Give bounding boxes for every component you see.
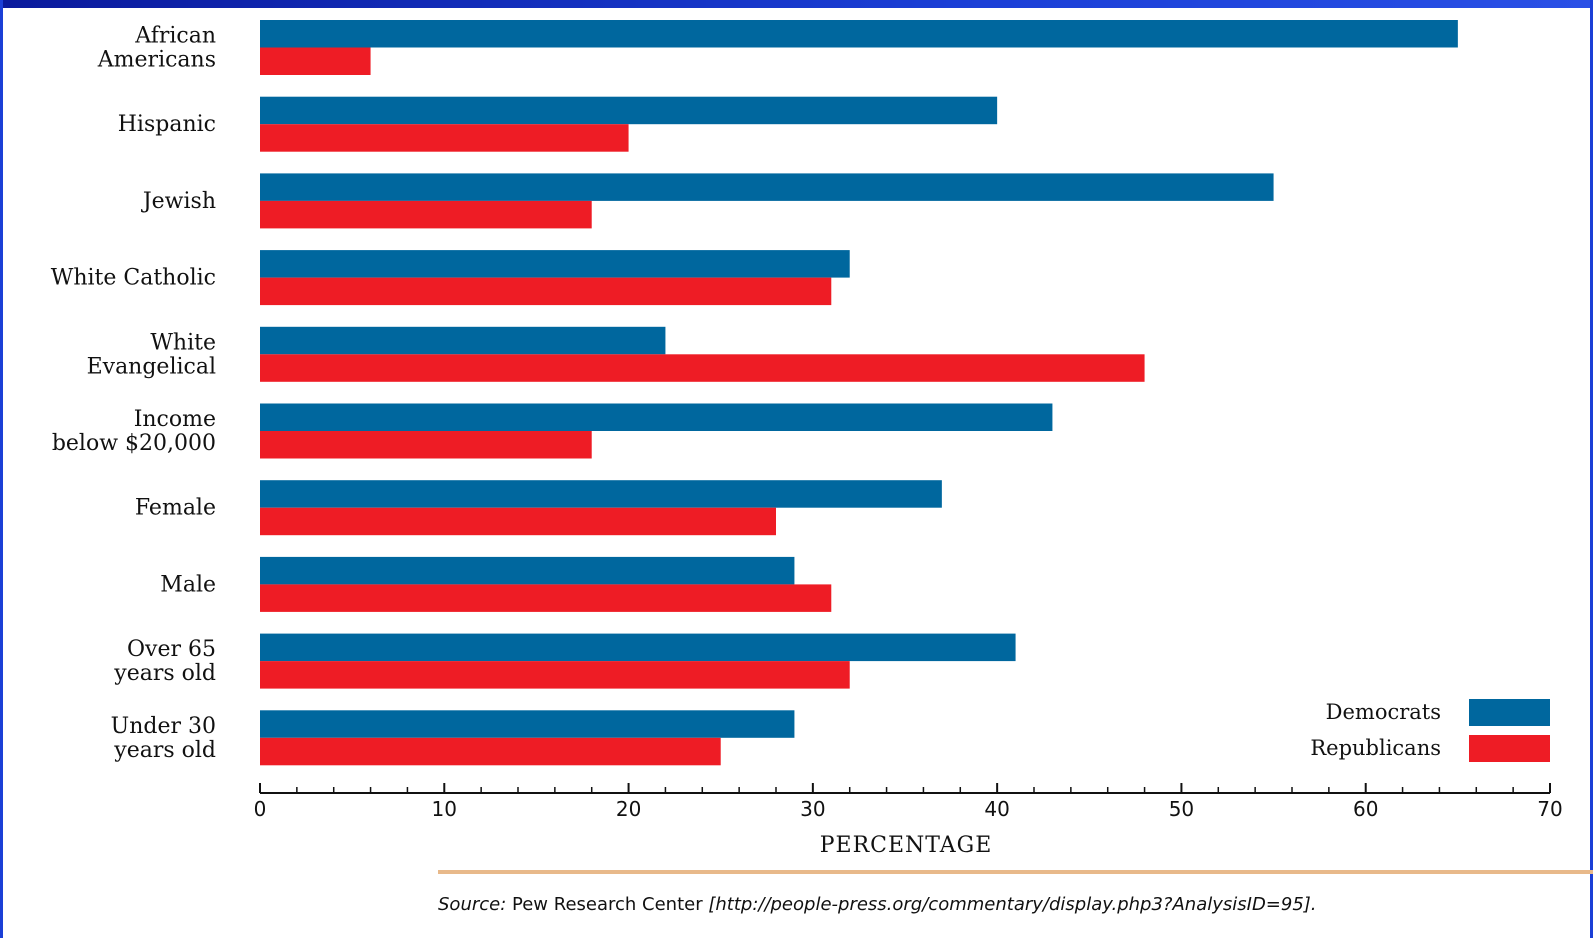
legend-label-democrats: Democrats [1326, 700, 1441, 724]
bar-republicans-9 [260, 737, 721, 766]
bar-democrats-7 [260, 556, 795, 585]
legend: Democrats Republicans [1310, 699, 1550, 762]
bar-republicans-5 [260, 431, 592, 459]
category-label-5-1: below $20,000 [52, 431, 216, 456]
source-note: Source: Pew Research Center [http://peop… [438, 894, 1317, 915]
x-tick-label-10: 10 [432, 797, 457, 821]
source-divider [438, 870, 1593, 874]
slide-right-band [1590, 0, 1593, 938]
source-prefix: Source: [438, 894, 507, 915]
bar-republicans-4 [260, 354, 1145, 382]
category-label-3-0: White Catholic [51, 266, 216, 291]
x-tick-label-70: 70 [1537, 797, 1562, 821]
category-label-8-0: Over 65 [127, 637, 216, 662]
bar-republicans-2 [260, 200, 592, 229]
bar-republicans-3 [260, 277, 832, 306]
category-label-5-0: Income [134, 407, 216, 432]
x-axis-title: PERCENTAGE [820, 833, 993, 858]
x-tick-label-0: 0 [254, 797, 267, 821]
bar-republicans-7 [260, 584, 832, 612]
category-label-7-0: Male [160, 572, 216, 597]
bar-democrats-4 [260, 326, 666, 355]
bar-democrats-1 [260, 96, 998, 125]
legend-swatch-democrats [1469, 699, 1550, 726]
category-label-0-0: African [134, 24, 216, 49]
category-label-8-1: years old [113, 661, 216, 686]
legend-swatch-republicans [1469, 735, 1550, 762]
bar-republicans-1 [260, 124, 629, 152]
x-tick-label-30: 30 [800, 797, 825, 821]
bars-group [260, 20, 1458, 766]
slide-left-band [0, 0, 3, 938]
bar-democrats-5 [260, 403, 1053, 431]
category-label-4-1: Evangelical [87, 354, 216, 379]
bar-democrats-0 [260, 20, 1458, 48]
source-text: Pew Research Center [506, 894, 709, 915]
bar-republicans-8 [260, 661, 850, 689]
legend-label-republicans: Republicans [1310, 736, 1441, 760]
bar-democrats-2 [260, 173, 1274, 201]
x-tick-label-20: 20 [616, 797, 641, 821]
category-label-9-0: Under 30 [111, 714, 216, 739]
category-label-9-1: years old [113, 738, 216, 763]
bar-democrats-3 [260, 250, 850, 278]
source-url: [http://people-press.org/commentary/disp… [708, 894, 1317, 915]
category-label-1-0: Hispanic [118, 112, 216, 137]
slide-top-band [0, 0, 1593, 8]
bar-democrats-9 [260, 710, 795, 738]
x-tick-label-50: 50 [1169, 797, 1194, 821]
category-label-0-1: Americans [97, 48, 216, 73]
bar-republicans-6 [260, 507, 776, 536]
bar-democrats-8 [260, 633, 1016, 662]
x-tick-label-40: 40 [984, 797, 1009, 821]
x-tick-label-60: 60 [1353, 797, 1378, 821]
x-axis: 0 10 20 30 40 50 60 70 [254, 783, 1563, 821]
category-label-4-0: White [150, 330, 216, 355]
bar-democrats-6 [260, 480, 942, 508]
bar-republicans-0 [260, 47, 371, 75]
category-label-6-0: Female [135, 496, 216, 521]
category-label-2-0: Jewish [141, 189, 216, 214]
